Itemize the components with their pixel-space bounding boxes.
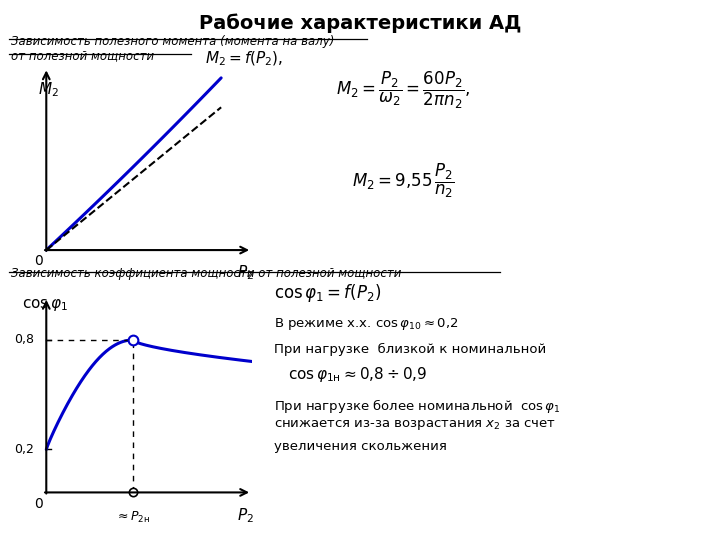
Text: 0: 0	[34, 497, 42, 511]
Text: $\cos\varphi_1$: $\cos\varphi_1$	[22, 297, 68, 313]
Text: $\cos\varphi_{1\text{н}} \approx 0{,}8 \div 0{,}9$: $\cos\varphi_{1\text{н}} \approx 0{,}8 \…	[288, 364, 427, 383]
Text: $P_2$: $P_2$	[238, 263, 254, 281]
Text: При нагрузке  близкой к номинальной: При нагрузке близкой к номинальной	[274, 343, 546, 356]
Text: $\approx P_{2\text{н}}$: $\approx P_{2\text{н}}$	[115, 510, 150, 525]
Text: $M_2 = \dfrac{P_2}{\omega_2} = \dfrac{60P_2}{2\pi n_2},$: $M_2 = \dfrac{P_2}{\omega_2} = \dfrac{60…	[336, 70, 470, 111]
Text: от полезной мощности: от полезной мощности	[11, 50, 154, 63]
Text: $M_2 = f(P_2),$: $M_2 = f(P_2),$	[205, 50, 284, 68]
Text: $P_2$: $P_2$	[238, 506, 254, 525]
Text: снижается из-за возрастания $x_2$ за счет: снижается из-за возрастания $x_2$ за сче…	[274, 418, 556, 433]
Text: Зависимость коэффициента мощности от полезной мощности: Зависимость коэффициента мощности от пол…	[11, 267, 401, 280]
Text: При нагрузке более номинальной  $\cos\varphi_1$: При нагрузке более номинальной $\cos\var…	[274, 397, 560, 415]
Text: В режиме х.х. $\cos\varphi_{10} \approx 0{,}2$: В режиме х.х. $\cos\varphi_{10} \approx …	[274, 316, 458, 332]
Text: $M_2$: $M_2$	[38, 80, 59, 99]
Text: Рабочие характеристики АД: Рабочие характеристики АД	[199, 14, 521, 33]
Text: $\cos\varphi_1 = f(P_2)$: $\cos\varphi_1 = f(P_2)$	[274, 282, 381, 304]
Text: 0,8: 0,8	[14, 334, 34, 347]
Text: $M_2 = 9{,}55\,\dfrac{P_2}{n_2}$: $M_2 = 9{,}55\,\dfrac{P_2}{n_2}$	[352, 162, 454, 200]
Text: 0: 0	[34, 254, 42, 268]
Text: 0,2: 0,2	[14, 443, 34, 456]
Text: увеличения скольжения: увеличения скольжения	[274, 440, 446, 453]
Text: Зависимость полезного момента (момента на валу): Зависимость полезного момента (момента н…	[11, 35, 334, 48]
